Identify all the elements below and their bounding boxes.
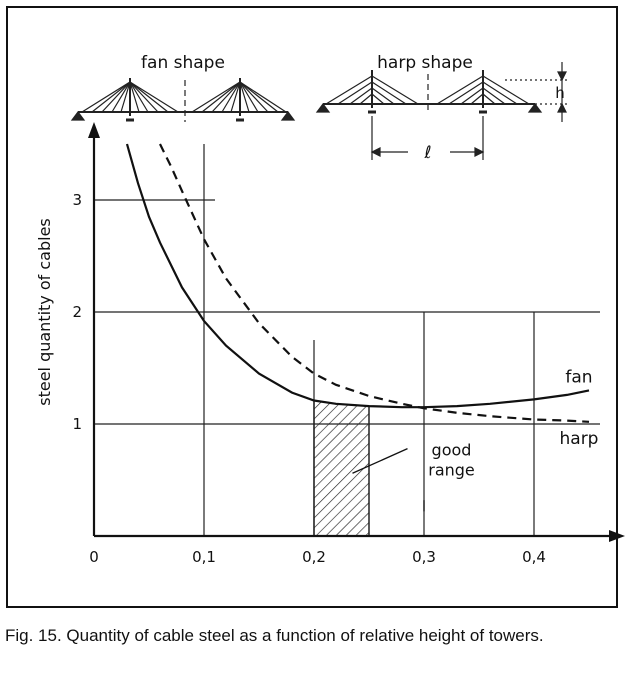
y-tick-label: 2 (72, 303, 82, 321)
series-line-fan (125, 143, 590, 409)
h-dimension-label: h (555, 84, 565, 102)
x-tick-label: 0,2 (302, 548, 326, 566)
x-tick-label: 0,3 (412, 548, 436, 566)
good-range-label: range (428, 460, 475, 479)
good-range-label: good (432, 440, 472, 459)
l-dimension-label: ℓ (423, 143, 431, 163)
y-tick-label: 3 (72, 191, 82, 209)
y-axis-label: steel quantity of cables (35, 218, 54, 406)
figure-frame (6, 6, 618, 608)
series-label-fan: fan (565, 367, 592, 387)
x-axis-arrow (609, 530, 625, 542)
good-range-leader (352, 448, 408, 474)
harp-schematic (315, 62, 568, 160)
x-tick-label: 0 (89, 548, 99, 566)
y-axis-arrow (88, 122, 100, 138)
good-range-area (313, 399, 370, 537)
x-tick-label: 0,4 (522, 548, 546, 566)
x-tick-label: 0,1 (192, 548, 216, 566)
series-line-harp (159, 143, 590, 423)
series-label-harp: harp (560, 429, 599, 449)
figure-caption: Fig. 15. Quantity of cable steel as a fu… (5, 626, 544, 645)
harp-shape-label: harp shape (377, 53, 473, 73)
fan-shape-label: fan shape (141, 53, 225, 73)
y-tick-label: 1 (72, 415, 82, 433)
fan-schematic (70, 78, 296, 122)
